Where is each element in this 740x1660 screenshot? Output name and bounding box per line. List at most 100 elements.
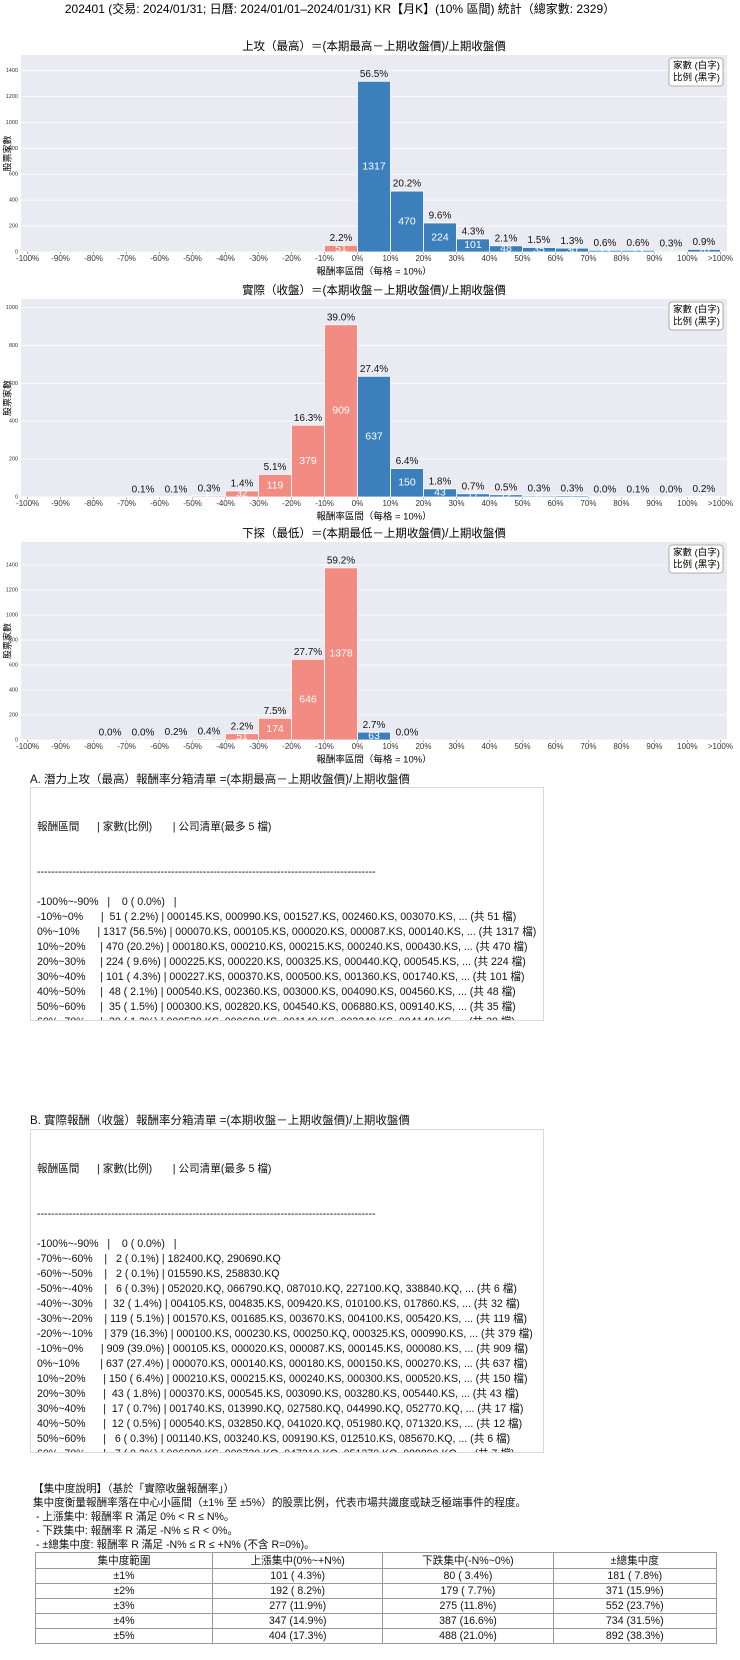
legend-box	[668, 57, 724, 87]
count-label: 63	[368, 730, 380, 742]
section-a-box: 報酬區間 | 家數(比例) | 公司清單(最多 5 檔) -----------…	[30, 787, 544, 1021]
x-tick-label: 60%	[547, 499, 563, 508]
legend-text: 比例 (黑字)	[673, 316, 720, 328]
x-tick-label: 10%	[382, 742, 398, 751]
percent-label: 0.6%	[594, 238, 617, 249]
list-line: -10%~0% | 51 ( 2.2%) | 000145.KS, 000990…	[37, 911, 517, 923]
y-tick-label: 400	[9, 687, 18, 693]
count-label: 1	[668, 491, 674, 503]
x-tick-label: -70%	[117, 254, 136, 263]
legend-box	[668, 301, 724, 331]
count-label: 30	[566, 244, 578, 256]
percent-label: 0.3%	[660, 239, 683, 250]
list-separator: ----------------------------------------…	[37, 866, 376, 878]
bullet-line: - 下跌集中: 報酬率 R 滿足 -N% ≤ R < 0%。	[33, 1525, 239, 1537]
count-label: 379	[299, 455, 317, 467]
x-tick-label: -20%	[282, 499, 301, 508]
x-tick-label: -90%	[51, 254, 70, 263]
x-tick-label: >100%	[708, 254, 733, 263]
percent-label: 27.7%	[294, 647, 322, 658]
bar	[423, 488, 457, 498]
table-row: ±4% 347 (14.9%) 387 (16.6%) 734 (31.5%)	[34, 1613, 718, 1629]
y-tick-label: 600	[9, 172, 18, 178]
percent-label: 1.4%	[231, 479, 254, 490]
charts: 202401 (交易: 2024/01/31; 日曆: 2024/01/01–2…	[1, 1, 733, 766]
x-tick-label: 80%	[613, 254, 629, 263]
legend-text: 家數 (白字)	[673, 60, 720, 72]
bullet-line: - 上漲集中: 報酬率 R 滿足 0% < R ≤ N%。	[33, 1511, 235, 1523]
x-tick-label: 60%	[547, 742, 563, 751]
x-tick-label: -70%	[117, 742, 136, 751]
bar	[357, 731, 391, 741]
concentration-table: 集中度範圍 上漲集中(0%~+N%) 下跌集中(-N%~0%) ±總集中度 ±1% 10…	[34, 1552, 718, 1644]
count-label: 7	[569, 490, 575, 502]
table-cell: 734 (31.5%)	[552, 1613, 718, 1629]
percent-label: 20.2%	[393, 179, 421, 190]
list-line: 30%~40% | 17 ( 0.7%) | 001740.KS, 013990…	[37, 1403, 524, 1415]
bar	[390, 468, 424, 498]
count-label: 1	[602, 491, 608, 503]
percent-label: 4.3%	[462, 227, 485, 238]
table-cell: 80 ( 3.4%)	[382, 1568, 554, 1584]
table-cell: 101 ( 4.3%)	[212, 1568, 384, 1584]
list-line: 60%~70% | 7 ( 0.3%) | 006220.KS, 009730.…	[37, 1447, 537, 1452]
table-cell: 488 (21.0%)	[382, 1628, 554, 1644]
chart-title: 實際（收盤）＝(本期收盤－上期收盤價)/上期收盤價	[242, 283, 506, 297]
percent-label: 0.0%	[132, 728, 155, 739]
table-cell: 179 ( 7.7%)	[382, 1583, 554, 1599]
count-label: 48	[500, 243, 512, 255]
table-cell: 275 (11.8%)	[382, 1598, 554, 1614]
table-cell: 371 (15.9%)	[552, 1583, 718, 1599]
x-tick-label: 10%	[382, 499, 398, 508]
count-label: 5	[173, 733, 179, 745]
percent-label: 16.3%	[294, 413, 322, 424]
x-tick-label: 50%	[514, 499, 530, 508]
chart-title: 上攻（最高）＝(本期最高－上期收盤價)/上期收盤價	[242, 39, 506, 53]
count-label: 1317	[362, 160, 386, 172]
table-cell: ±2%	[34, 1583, 214, 1599]
y-axis-label: 股票家數	[1, 623, 12, 659]
percent-label: 1.5%	[528, 235, 551, 246]
x-tick-label: 0%	[352, 254, 364, 263]
list-line: 50%~60% | 6 ( 0.3%) | 001140.KS, 003240.…	[37, 1433, 511, 1445]
count-label: 1	[404, 734, 410, 746]
percent-label: 0.3%	[198, 484, 221, 495]
percent-label: 56.5%	[360, 69, 388, 80]
list-line: 40%~50% | 12 ( 0.5%) | 000540.KS, 032850…	[37, 1418, 523, 1430]
percent-label: 0.5%	[495, 482, 518, 493]
bullet-list: - 上漲集中: 報酬率 R 滿足 0% < R ≤ N%。 - 下跌集中: 報酬…	[33, 1510, 315, 1552]
bar	[324, 567, 358, 741]
percent-label: 0.0%	[594, 484, 617, 495]
table-header-cell: ±總集中度	[552, 1552, 718, 1569]
list-line: -50%~-40% | 6 ( 0.3%) | 052020.KQ, 06679…	[37, 1283, 517, 1295]
y-tick-label: 1400	[6, 68, 18, 74]
table-cell: 387 (16.6%)	[382, 1613, 554, 1629]
percent-label: 0.3%	[528, 484, 551, 495]
count-label: 13	[632, 245, 644, 257]
x-axis-label: 報酬率區間（每格 = 10%）	[316, 511, 431, 523]
x-tick-label: 0%	[352, 499, 364, 508]
x-tick-label: -90%	[51, 499, 70, 508]
x-axis-label: 報酬率區間（每格 = 10%）	[316, 754, 431, 766]
percent-label: 59.2%	[327, 555, 355, 566]
table-row: ±3% 277 (11.9%) 275 (11.8%) 552 (23.7%)	[34, 1598, 718, 1614]
percent-label: 2.1%	[495, 233, 518, 244]
y-tick-label: 800	[9, 343, 18, 349]
y-tick-label: 0	[15, 494, 18, 500]
x-tick-label: -60%	[150, 742, 169, 751]
x-tick-label: 20%	[415, 499, 431, 508]
count-label: 43	[434, 487, 446, 499]
x-tick-label: -10%	[315, 499, 334, 508]
y-tick-label: 200	[9, 224, 18, 230]
count-label: 909	[332, 405, 350, 417]
x-tick-label: 40%	[481, 254, 497, 263]
list-line: -20%~-10% | 379 (16.3%) | 000100.KS, 000…	[37, 1328, 533, 1340]
percent-label: 0.1%	[132, 484, 155, 495]
count-label: 470	[398, 215, 416, 227]
x-tick-label: 30%	[448, 254, 464, 263]
list-line: -30%~-20% | 119 ( 5.1%) | 001570.KS, 001…	[37, 1313, 528, 1325]
percent-label: 6.4%	[396, 456, 419, 467]
list-line: -100%~-90% | 0 ( 0.0%) |	[37, 896, 177, 908]
percent-label: 0.9%	[693, 237, 716, 248]
y-tick-label: 1000	[6, 120, 18, 126]
